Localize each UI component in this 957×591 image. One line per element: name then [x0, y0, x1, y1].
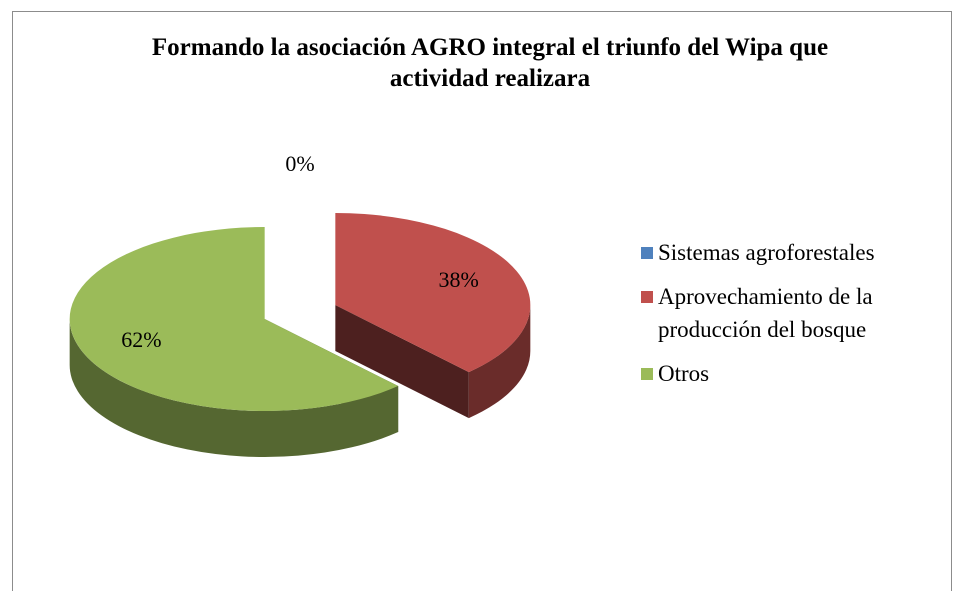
slice-wall	[468, 305, 531, 419]
legend-label: Sistemas agroforestales	[658, 240, 875, 265]
legend-item: Sistemas agroforestales	[637, 236, 947, 269]
legend-label: Otros	[658, 361, 710, 386]
legend-item: Otros	[637, 357, 947, 390]
legend-swatch	[641, 368, 653, 380]
slice-top	[69, 226, 399, 411]
data-label: 0%	[285, 151, 314, 176]
legend: Sistemas agroforestales Aprovechamiento d…	[637, 236, 947, 401]
pie-slice	[69, 226, 399, 457]
chart-title: Formando la asociación AGRO integral el …	[151, 34, 829, 92]
legend-label: Aprovechamiento de la producción del bos…	[658, 284, 873, 342]
legend-swatch	[641, 291, 653, 303]
slice-wall	[69, 318, 399, 457]
legend-item: Aprovechamiento de la producción del bos…	[637, 280, 947, 346]
pie-slice	[335, 213, 531, 419]
data-label: 62%	[121, 327, 161, 352]
legend-swatch	[641, 247, 653, 259]
slice-side	[335, 305, 469, 419]
slice-top	[335, 213, 531, 373]
data-label: 38%	[438, 267, 478, 292]
chart-frame	[12, 11, 952, 591]
